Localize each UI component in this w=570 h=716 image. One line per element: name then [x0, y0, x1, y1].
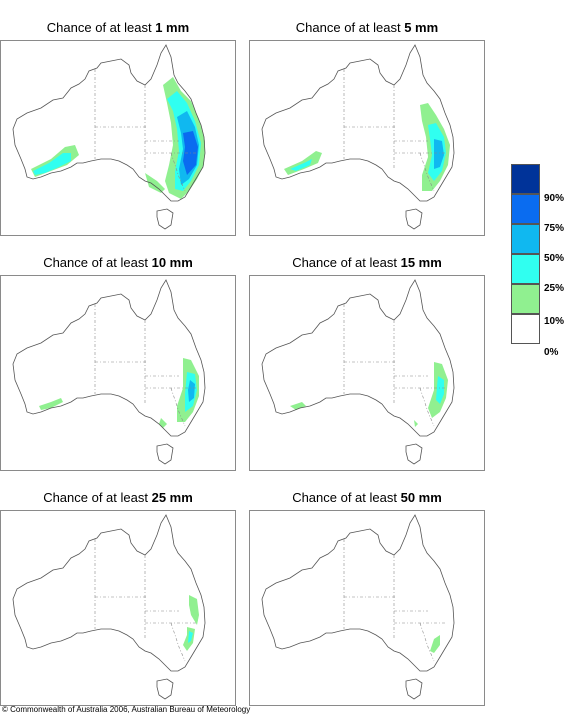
state-border	[419, 387, 435, 427]
australia-map	[249, 40, 485, 236]
australia-map	[0, 510, 236, 706]
panel-title: Chance of at least 5 mm	[249, 20, 485, 36]
title-prefix: Chance of at least	[292, 255, 397, 270]
rain-probability-zone	[290, 402, 306, 410]
state-border	[170, 387, 186, 427]
australia-map	[0, 275, 236, 471]
legend-label-75: 75%	[544, 223, 565, 234]
rain-probability-zone	[39, 398, 63, 410]
probability-legend: 90% 75% 50% 25% 10% 0%	[511, 164, 570, 364]
legend-swatch-75	[511, 194, 540, 224]
title-threshold: 50 mm	[400, 490, 442, 505]
australia-coastline	[261, 514, 455, 672]
legend-swatch-25	[511, 254, 540, 284]
australia-coastline	[12, 44, 206, 202]
tasmania-coastline	[156, 443, 174, 465]
legend-swatch-50	[511, 224, 540, 254]
rain-probability-zone	[434, 139, 444, 169]
rain-probability-zone	[436, 376, 444, 404]
title-threshold: 10 mm	[151, 255, 193, 270]
copyright-footer: © Commonwealth of Australia 2006, Austra…	[2, 705, 251, 714]
state-border	[170, 622, 186, 662]
australia-map	[249, 510, 485, 706]
rain-probability-zone	[159, 418, 167, 428]
panel-title: Chance of at least 1 mm	[0, 20, 236, 36]
state-border	[170, 152, 186, 192]
title-prefix: Chance of at least	[46, 20, 152, 35]
rain-probability-zone	[188, 631, 193, 643]
australia-coastline	[261, 279, 455, 437]
legend-label-25: 25%	[544, 283, 565, 294]
tasmania-coastline	[156, 678, 174, 700]
panel-title: Chance of at least 25 mm	[0, 490, 236, 506]
australia-coastline	[12, 514, 206, 672]
rain-probability-zone	[290, 159, 312, 171]
rain-probability-zone	[414, 420, 418, 427]
australia-coastline	[261, 44, 455, 202]
title-prefix: Chance of at least	[295, 20, 401, 35]
rain-probability-zone	[188, 380, 195, 402]
australia-coastline	[12, 279, 206, 437]
rain-probability-zone	[33, 153, 71, 175]
title-threshold: 5 mm	[404, 20, 439, 35]
legend-swatch-10	[511, 284, 540, 314]
state-border	[419, 622, 435, 662]
legend-swatch-90	[511, 164, 540, 194]
panel-title: Chance of at least 50 mm	[249, 490, 485, 506]
tasmania-coastline	[405, 208, 423, 230]
title-prefix: Chance of at least	[292, 490, 397, 505]
panel-title: Chance of at least 10 mm	[0, 255, 236, 271]
title-prefix: Chance of at least	[43, 490, 148, 505]
title-threshold: 1 mm	[155, 20, 190, 35]
legend-label-90: 90%	[544, 193, 565, 204]
legend-swatch-0	[511, 314, 540, 344]
title-threshold: 25 mm	[151, 490, 193, 505]
tasmania-coastline	[156, 208, 174, 230]
rain-probability-zone	[189, 595, 199, 625]
legend-label-50: 50%	[544, 253, 565, 264]
state-border	[419, 152, 435, 192]
panel-title: Chance of at least 15 mm	[249, 255, 485, 271]
rain-probability-zone	[284, 151, 322, 175]
tasmania-coastline	[405, 443, 423, 465]
legend-label-10: 10%	[544, 316, 565, 327]
rain-probability-zone	[145, 173, 165, 193]
title-prefix: Chance of at least	[43, 255, 148, 270]
rain-probability-zone	[430, 635, 440, 653]
legend-label-0: 0%	[544, 347, 559, 358]
australia-map	[249, 275, 485, 471]
tasmania-coastline	[405, 678, 423, 700]
title-threshold: 15 mm	[400, 255, 442, 270]
australia-map	[0, 40, 236, 236]
